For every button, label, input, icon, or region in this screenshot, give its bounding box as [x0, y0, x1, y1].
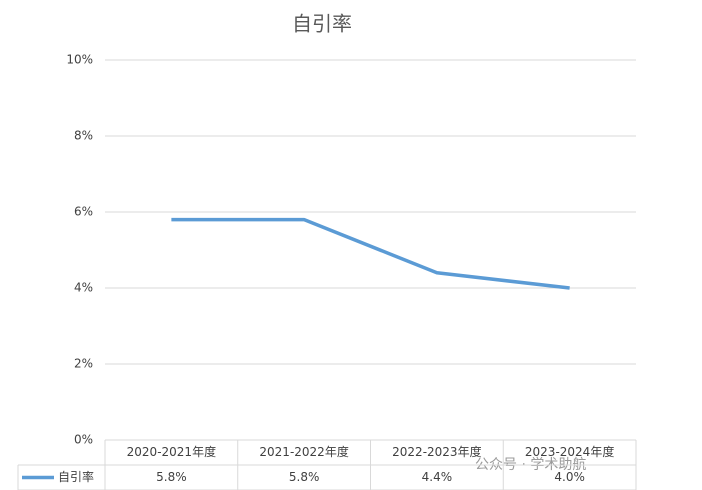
x-tick-label: 2023-2024年度 [525, 444, 614, 459]
y-tick-label: 10% [66, 53, 93, 67]
x-tick-label: 2021-2022年度 [259, 444, 348, 459]
data-line [171, 217, 570, 290]
x-tick-label: 2020-2021年度 [127, 444, 216, 459]
y-tick-label: 6% [74, 205, 93, 219]
data-label: 5.8% [156, 470, 187, 484]
x-tick-label: 2022-2023年度 [392, 444, 481, 459]
legend-label: 自引率 [58, 469, 94, 484]
y-tick-label: 8% [74, 129, 93, 143]
y-tick-label: 2% [74, 357, 93, 371]
data-label: 4.4% [422, 470, 453, 484]
data-label: 4.0% [554, 470, 585, 484]
y-tick-label: 0% [74, 433, 93, 447]
data-label: 5.8% [289, 470, 320, 484]
chart-title: 自引率 [292, 12, 352, 36]
y-tick-label: 4% [74, 281, 93, 295]
